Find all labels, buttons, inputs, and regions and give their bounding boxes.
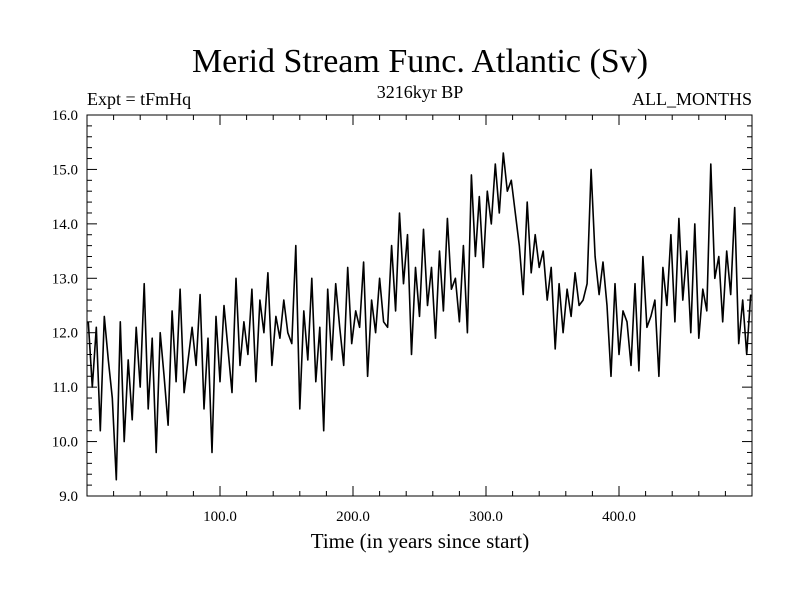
chart-title: Merid Stream Func. Atlantic (Sv) — [192, 43, 648, 80]
y-tick-label: 12.0 — [52, 326, 78, 342]
x-tick-labels: 100.0 200.0 300.0 400.0 — [203, 509, 636, 525]
x-tick-label: 200.0 — [336, 509, 370, 525]
experiment-label: Expt = tFmHq — [87, 89, 191, 109]
y-tick-label: 9.0 — [59, 489, 78, 505]
axis-ticks — [87, 114, 752, 497]
months-label: ALL_MONTHS — [632, 89, 752, 109]
x-tick-label: 300.0 — [469, 509, 503, 525]
period-label: 3216kyr BP — [377, 82, 464, 102]
y-tick-label: 13.0 — [52, 271, 78, 287]
y-tick-labels: 9.0 10.0 11.0 12.0 13.0 14.0 15.0 16.0 — [52, 108, 78, 505]
x-tick-label: 100.0 — [203, 509, 237, 525]
series-line — [87, 152, 752, 481]
y-tick-label: 14.0 — [52, 217, 78, 233]
y-tick-label: 15.0 — [52, 162, 78, 178]
x-axis-label: Time (in years since start) — [311, 529, 530, 553]
y-tick-label: 10.0 — [52, 435, 78, 451]
y-tick-label: 16.0 — [52, 108, 78, 124]
x-tick-label: 400.0 — [602, 509, 636, 525]
y-tick-label: 11.0 — [52, 380, 78, 396]
plot-frame — [86, 114, 753, 497]
